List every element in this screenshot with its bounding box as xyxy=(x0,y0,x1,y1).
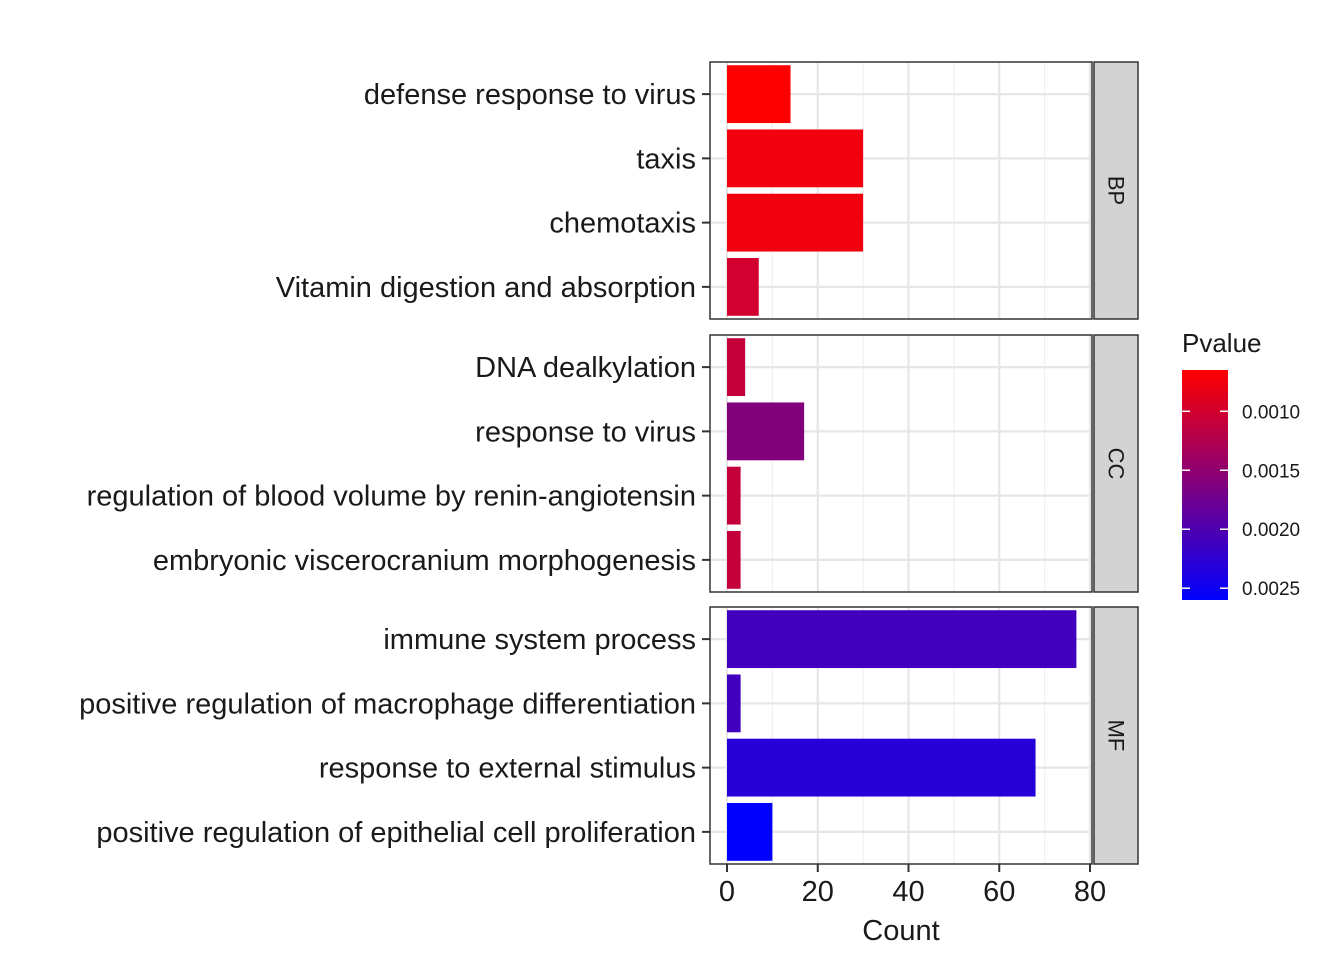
bar xyxy=(727,802,773,861)
x-tick-label: 40 xyxy=(892,876,924,908)
facet-strip xyxy=(1093,606,1139,865)
y-tick-label: Vitamin digestion and absorption xyxy=(276,272,696,304)
x-axis-title: Count xyxy=(862,915,939,947)
facet-panel-mf: immune system process positive regulation… xyxy=(79,606,1139,865)
legend-tick-label: 0.0010 xyxy=(1242,402,1300,423)
facet-strip-label: MF xyxy=(1104,720,1129,752)
panel-border xyxy=(709,61,1093,320)
legend-tick-label: 0.0025 xyxy=(1242,579,1300,600)
facet-panels: defense response to virus taxis chemotaxis… xyxy=(79,61,1139,865)
y-tick-label: DNA dealkylation xyxy=(475,352,696,384)
bar xyxy=(727,338,746,397)
bar xyxy=(727,466,741,525)
facet-panel-cc: DNA dealkylation response to virus regulat… xyxy=(87,334,1139,593)
y-tick-label: response to virus xyxy=(475,416,696,448)
bar xyxy=(727,530,741,589)
legend-tick-label: 0.0015 xyxy=(1242,461,1300,482)
panel-background xyxy=(710,335,1092,592)
facet-strip-label: BP xyxy=(1104,176,1129,205)
y-tick-label: response to external stimulus xyxy=(319,753,696,785)
y-tick-label: regulation of blood volume by renin-angi… xyxy=(87,481,696,513)
bar xyxy=(727,402,805,461)
x-tick-label: 80 xyxy=(1074,876,1106,908)
facet-strip xyxy=(1093,61,1139,320)
bar xyxy=(727,257,759,316)
y-tick-label: positive regulation of macrophage differ… xyxy=(79,688,696,720)
y-tick-label: chemotaxis xyxy=(549,208,696,240)
legend-ticks: 0.0010 0.0015 0.0020 0.0025 xyxy=(1182,402,1300,600)
facet-strip xyxy=(1093,334,1139,593)
legend-colorbar xyxy=(1182,370,1228,600)
legend-tick-label: 0.0020 xyxy=(1242,520,1300,541)
bar xyxy=(727,193,864,252)
y-tick-label: positive regulation of epithelial cell p… xyxy=(96,817,696,849)
bar xyxy=(727,674,741,733)
x-tick-label: 0 xyxy=(719,876,735,908)
bar xyxy=(727,129,864,188)
y-tick-label: immune system process xyxy=(383,624,696,656)
panel-border xyxy=(709,606,1093,865)
pvalue-legend: Pvalue 0.0010 0.0015 0.0020 0.0025 xyxy=(1182,328,1300,600)
legend-title: Pvalue xyxy=(1182,328,1262,358)
y-tick-label: taxis xyxy=(636,143,696,175)
x-axis: 0 20 40 60 80 xyxy=(719,864,1106,908)
y-tick-label: defense response to virus xyxy=(364,79,696,111)
facet-strip-label: CC xyxy=(1104,448,1129,480)
bar xyxy=(727,610,1077,669)
x-tick-label: 60 xyxy=(983,876,1015,908)
bar xyxy=(727,738,1036,797)
x-tick-label: 20 xyxy=(802,876,834,908)
panel-border xyxy=(709,334,1093,593)
y-tick-label: embryonic viscerocranium morphogenesis xyxy=(153,545,696,577)
facet-panel-bp: defense response to virus taxis chemotaxis… xyxy=(276,61,1139,320)
bar xyxy=(727,65,791,124)
